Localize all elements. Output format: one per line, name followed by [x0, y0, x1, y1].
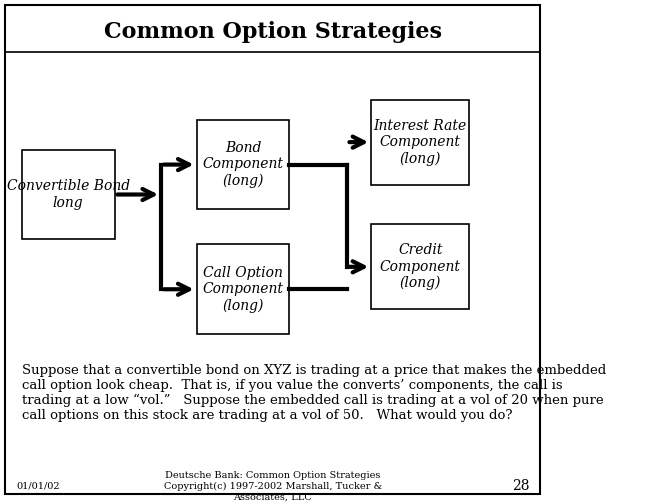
- FancyBboxPatch shape: [371, 100, 469, 184]
- Text: Bond
Component
(long): Bond Component (long): [202, 141, 283, 188]
- Text: 28: 28: [512, 479, 529, 493]
- FancyBboxPatch shape: [22, 150, 115, 239]
- Text: 01/01/02: 01/01/02: [16, 482, 60, 491]
- Text: Suppose that a convertible bond on XYZ is trading at a price that makes the embe: Suppose that a convertible bond on XYZ i…: [22, 364, 606, 422]
- FancyBboxPatch shape: [196, 244, 289, 334]
- Text: Common Option Strategies: Common Option Strategies: [104, 21, 442, 43]
- Text: Convertible Bond
long: Convertible Bond long: [6, 179, 130, 210]
- Text: Deutsche Bank: Common Option Strategies
Copyright(c) 1997-2002 Marshall, Tucker : Deutsche Bank: Common Option Strategies …: [164, 471, 382, 501]
- FancyBboxPatch shape: [371, 224, 469, 309]
- Text: Interest Rate
Component
(long): Interest Rate Component (long): [374, 119, 467, 166]
- Text: Credit
Component
(long): Credit Component (long): [380, 243, 461, 290]
- Text: Call Option
Component
(long): Call Option Component (long): [202, 266, 283, 312]
- FancyBboxPatch shape: [5, 5, 540, 494]
- FancyBboxPatch shape: [196, 119, 289, 210]
